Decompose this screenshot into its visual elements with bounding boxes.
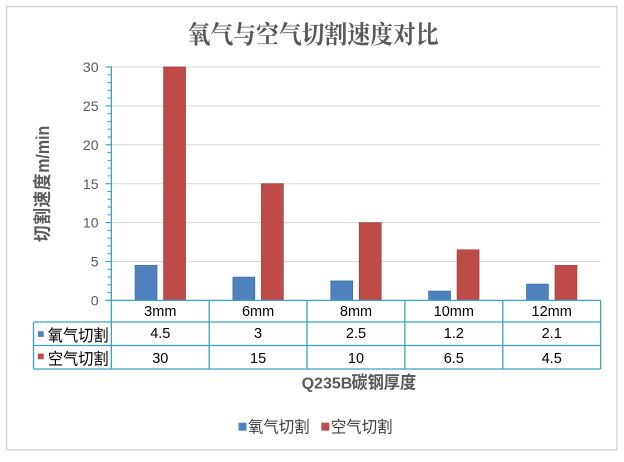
svg-text:6mm: 6mm: [242, 304, 274, 320]
svg-text:15: 15: [83, 176, 99, 192]
svg-text:Q235B: Q235B: [302, 376, 353, 393]
svg-text:1.2: 1.2: [444, 326, 464, 342]
svg-text:2.1: 2.1: [542, 326, 562, 342]
svg-text:15: 15: [250, 351, 266, 367]
svg-text:12mm: 12mm: [532, 304, 572, 320]
svg-text:6.5: 6.5: [444, 351, 464, 367]
svg-text:20: 20: [83, 137, 99, 153]
svg-text:10: 10: [83, 215, 99, 231]
svg-text:m/min: m/min: [33, 126, 53, 173]
svg-text:2.5: 2.5: [346, 326, 366, 342]
svg-text:10mm: 10mm: [434, 304, 474, 320]
svg-text:0: 0: [91, 293, 99, 309]
svg-text:4.5: 4.5: [150, 326, 170, 342]
svg-text:8mm: 8mm: [340, 304, 372, 320]
svg-text:30: 30: [152, 351, 168, 367]
svg-text:10: 10: [348, 351, 364, 367]
svg-text:5: 5: [91, 254, 99, 270]
svg-text:30: 30: [83, 59, 99, 75]
svg-text:3: 3: [254, 326, 262, 342]
svg-text:3mm: 3mm: [144, 304, 176, 320]
svg-text:4.5: 4.5: [542, 351, 562, 367]
svg-text:25: 25: [83, 98, 99, 114]
